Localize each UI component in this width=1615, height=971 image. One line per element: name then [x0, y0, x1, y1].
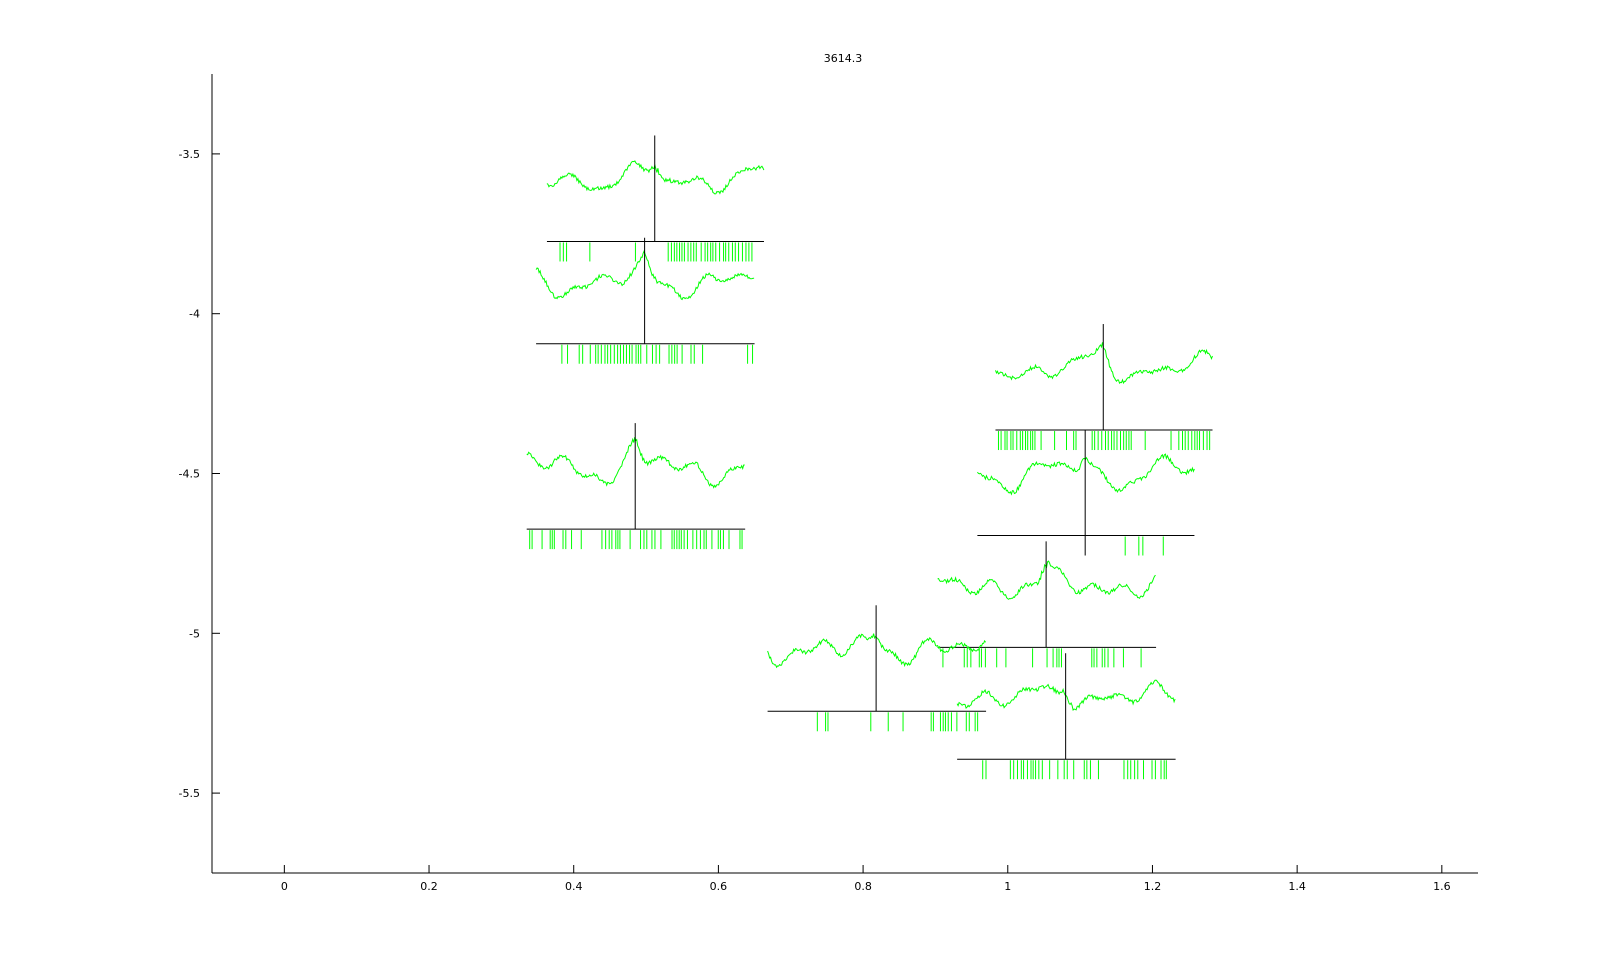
- x-tick-label: 0.8: [854, 880, 872, 893]
- x-tick-label: 0: [281, 880, 288, 893]
- spike-raster: [529, 530, 743, 550]
- unit-glyph: [956, 653, 1176, 780]
- x-tick-label: 1.6: [1433, 880, 1451, 893]
- x-tick-label: 0.6: [710, 880, 728, 893]
- chart-title: 3614.3: [824, 52, 863, 65]
- spike-raster: [1124, 536, 1164, 556]
- y-tick-label: -5: [189, 627, 200, 640]
- x-axis-ticks: 0 0.2 0.4 0.6 0.8 1 1.2 1.4 1.6: [281, 865, 1451, 893]
- x-tick-label: 0.2: [420, 880, 438, 893]
- y-axis-ticks: -3.5 -4 -4.5 -5 -5.5: [179, 148, 220, 800]
- unit-glyph: [535, 237, 755, 364]
- spike-raster: [561, 344, 754, 364]
- x-tick-label: 1: [1004, 880, 1011, 893]
- unit-glyph: [546, 135, 765, 262]
- spike-raster: [997, 431, 1211, 451]
- y-tick-label: -3.5: [179, 148, 200, 161]
- y-tick-label: -4.5: [179, 468, 200, 481]
- spike-raster: [942, 648, 1142, 668]
- x-tick-label: 1.4: [1288, 880, 1306, 893]
- unit-glyph: [977, 429, 1195, 556]
- x-tick-label: 1.2: [1144, 880, 1162, 893]
- unit-glyphs: [526, 135, 1213, 780]
- unit-glyph: [526, 423, 746, 550]
- unit-glyph: [767, 605, 987, 732]
- unit-glyph: [995, 324, 1213, 451]
- y-tick-label: -5.5: [179, 787, 200, 800]
- spike-raster: [982, 760, 1167, 780]
- spike-raster: [816, 712, 979, 732]
- spike-raster: [559, 242, 753, 262]
- unit-glyph: [937, 541, 1157, 668]
- waveform-trace: [977, 453, 1195, 496]
- waveform-trace: [995, 342, 1213, 385]
- waveform-trace: [546, 160, 765, 195]
- x-tick-label: 0.4: [565, 880, 583, 893]
- y-tick-label: -4: [189, 308, 200, 321]
